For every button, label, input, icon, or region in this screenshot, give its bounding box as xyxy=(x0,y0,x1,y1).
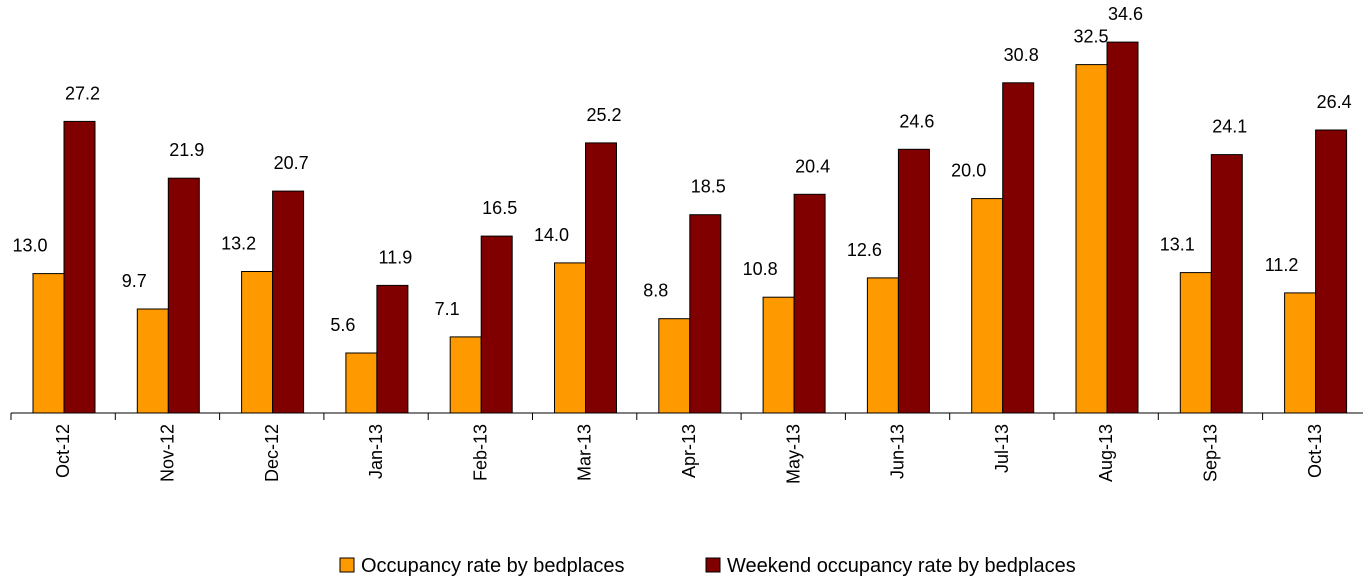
bar-weekend-aug-13 xyxy=(1106,41,1139,414)
bar-weekend-oct-12 xyxy=(63,120,96,414)
tick-label-jan-13: Jan-13 xyxy=(366,424,386,479)
data-label-occupancy-oct-13: 11.2 xyxy=(1265,255,1299,275)
data-label-occupancy-sep-13: 13.1 xyxy=(1160,235,1195,255)
tick-label-jul-13: Jul-13 xyxy=(992,424,1012,473)
bar-occupancy-jul-13 xyxy=(971,198,1004,414)
data-label-weekend-mar-13: 25.2 xyxy=(586,105,621,125)
data-label-weekend-oct-13: 26.4 xyxy=(1317,92,1352,112)
bar-weekend-sep-13 xyxy=(1210,154,1243,414)
legend-label-occupancy: Occupancy rate by bedplaces xyxy=(361,555,625,577)
data-labels-layer: 13.0 27.2 9.7 21.9 13.2 20.7 5.6 11.9 7.1 16.5 14.… xyxy=(12,4,1351,335)
data-label-occupancy-mar-13: 14.0 xyxy=(534,225,569,245)
data-label-occupancy-dec-12: 13.2 xyxy=(221,234,256,254)
tick-label-feb-13: Feb-13 xyxy=(470,424,490,481)
data-label-occupancy-may-13: 10.8 xyxy=(743,259,778,279)
bar-weekend-mar-13 xyxy=(585,142,617,414)
tick-label-mar-13: Mar-13 xyxy=(575,424,595,481)
bar-occupancy-dec-12 xyxy=(241,271,274,414)
tick-label-dec-12: Dec-12 xyxy=(262,424,282,482)
bar-occupancy-nov-12 xyxy=(136,308,169,414)
bar-occupancy-mar-13 xyxy=(554,262,586,414)
data-label-occupancy-feb-13: 7.1 xyxy=(435,299,460,319)
data-label-weekend-nov-12: 21.9 xyxy=(169,140,204,160)
legend-swatch-weekend xyxy=(705,557,721,573)
bar-occupancy-oct-12 xyxy=(32,273,65,414)
data-label-weekend-dec-12: 20.7 xyxy=(274,153,309,173)
data-label-occupancy-aug-13: 32.5 xyxy=(1073,27,1108,47)
bar-weekend-jun-13 xyxy=(897,148,930,414)
bar-weekend-jul-13 xyxy=(1002,82,1035,414)
data-label-occupancy-jul-13: 20.0 xyxy=(951,161,986,181)
data-label-occupancy-apr-13: 8.8 xyxy=(643,281,668,301)
bar-occupancy-aug-13 xyxy=(1075,64,1108,414)
data-label-weekend-feb-13: 16.5 xyxy=(482,198,517,218)
legend-label-weekend: Weekend occupancy rate by bedplaces xyxy=(727,555,1076,577)
bar-weekend-apr-13 xyxy=(689,214,722,414)
tick-label-oct-13: Oct-13 xyxy=(1305,424,1325,478)
bar-occupancy-apr-13 xyxy=(658,318,691,414)
data-label-occupancy-nov-12: 9.7 xyxy=(122,271,147,291)
bar-weekend-may-13 xyxy=(793,193,826,414)
legend: Occupancy rate by bedplaces Weekend occup… xyxy=(339,555,1076,577)
bar-occupancy-sep-13 xyxy=(1179,272,1212,414)
tick-label-nov-12: Nov-12 xyxy=(157,424,177,482)
bar-occupancy-jan-13 xyxy=(345,352,378,414)
bar-weekend-feb-13 xyxy=(480,235,513,414)
data-label-weekend-jun-13: 24.6 xyxy=(899,111,934,131)
data-label-weekend-oct-12: 27.2 xyxy=(65,83,100,103)
data-label-weekend-may-13: 20.4 xyxy=(795,156,830,176)
bar-occupancy-oct-13 xyxy=(1284,292,1317,414)
bar-weekend-oct-13 xyxy=(1315,129,1348,414)
tick-label-sep-13: Sep-13 xyxy=(1201,424,1221,482)
tick-label-jun-13: Jun-13 xyxy=(888,424,908,479)
bar-weekend-dec-12 xyxy=(272,190,305,414)
x-axis: Oct-12 Nov-12 Dec-12 Jan-13 Feb-13 Mar-13 Apr-… xyxy=(10,412,1363,484)
data-label-occupancy-oct-12: 13.0 xyxy=(12,236,47,256)
tick-label-oct-12: Oct-12 xyxy=(53,424,73,478)
bar-occupancy-feb-13 xyxy=(449,336,482,414)
bar-occupancy-jun-13 xyxy=(866,277,899,414)
tick-label-may-13: May-13 xyxy=(783,424,803,484)
data-label-occupancy-jun-13: 12.6 xyxy=(847,240,882,260)
data-label-weekend-jul-13: 30.8 xyxy=(1004,45,1039,65)
data-label-weekend-aug-13: 34.6 xyxy=(1108,4,1143,24)
bar-weekend-jan-13 xyxy=(376,284,409,414)
tick-label-aug-13: Aug-13 xyxy=(1096,424,1116,482)
bar-weekend-nov-12 xyxy=(167,177,200,414)
tick-label-apr-13: Apr-13 xyxy=(679,424,699,478)
data-label-weekend-sep-13: 24.1 xyxy=(1212,117,1247,137)
bars-layer xyxy=(32,41,1348,414)
data-label-occupancy-jan-13: 5.6 xyxy=(330,315,355,335)
legend-swatch-occupancy xyxy=(339,557,355,573)
bar-occupancy-may-13 xyxy=(762,296,795,414)
data-label-weekend-apr-13: 18.5 xyxy=(691,177,726,197)
data-label-weekend-jan-13: 11.9 xyxy=(379,247,413,267)
